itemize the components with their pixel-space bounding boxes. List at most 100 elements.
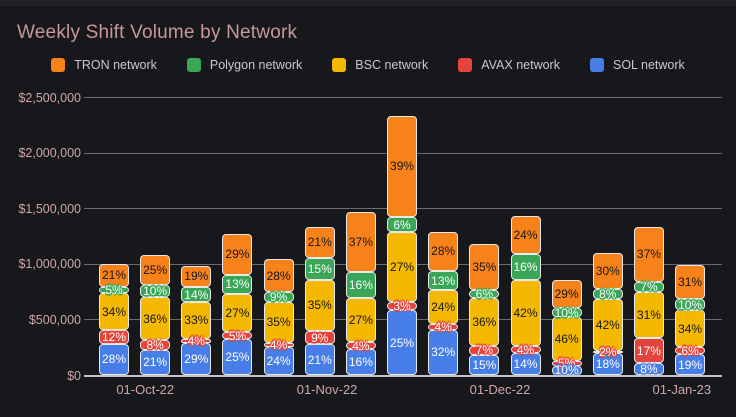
bar-segment-tron-network[interactable]: 21% xyxy=(99,263,129,288)
legend-item-sol-network[interactable]: SOL network xyxy=(589,58,685,72)
bar-segment-polygon-network[interactable]: 5% xyxy=(99,284,129,296)
bar-segment-bsc-network[interactable]: 35% xyxy=(263,302,294,343)
bar-segment-bsc-network[interactable]: 36% xyxy=(469,298,500,346)
bar-segment-tron-network[interactable]: 37% xyxy=(345,211,376,272)
bar-segment-tron-network[interactable]: 29% xyxy=(222,233,253,276)
bar-week-15: 31% 10% 34% 6% 19% xyxy=(675,264,706,375)
bar-segment-bsc-network[interactable]: 42% xyxy=(592,299,623,351)
legend-item-tron-network[interactable]: TRON network xyxy=(51,58,157,72)
bar-segment-avax-network[interactable]: 8% xyxy=(140,339,171,351)
bar-segment-sol-network[interactable]: 19% xyxy=(675,354,706,375)
bar-segment-polygon-network[interactable]: 15% xyxy=(304,257,335,280)
segment-percent-label: 15% xyxy=(307,261,332,276)
bar-segment-polygon-network[interactable]: 16% xyxy=(345,272,376,299)
bar-segment-polygon-network[interactable]: 16% xyxy=(510,254,541,280)
bar-segment-polygon-network[interactable]: 6% xyxy=(387,216,418,233)
legend-item-polygon-network[interactable]: Polygon network xyxy=(186,58,302,72)
bar-segment-sol-network[interactable]: 14% xyxy=(510,352,541,375)
segment-percent-label: 32% xyxy=(431,345,456,360)
bar-segment-bsc-network[interactable]: 27% xyxy=(387,232,418,303)
bar-segment-avax-network[interactable]: 3% xyxy=(387,300,418,312)
bar-segment-sol-network[interactable]: 24% xyxy=(263,347,294,375)
bar-segment-avax-network[interactable]: 6% xyxy=(675,345,706,357)
bar-segment-sol-network[interactable]: 8% xyxy=(633,363,664,375)
y-tick-label: $0 xyxy=(67,368,81,383)
bar-segment-tron-network[interactable]: 37% xyxy=(633,227,664,282)
bar-segment-bsc-network[interactable]: 34% xyxy=(675,310,706,348)
bar-segment-polygon-network[interactable]: 10% xyxy=(551,307,582,319)
bar-segment-tron-network[interactable]: 28% xyxy=(263,259,294,292)
bar-segment-tron-network[interactable]: 39% xyxy=(387,115,418,217)
bar-segment-avax-network[interactable]: 4% xyxy=(510,344,541,356)
bar-segment-tron-network[interactable]: 35% xyxy=(469,243,500,291)
bar-segment-bsc-network[interactable]: 36% xyxy=(140,296,171,341)
bar-segment-polygon-network[interactable]: 13% xyxy=(428,271,459,290)
segment-percent-label: 25% xyxy=(143,262,168,277)
bar-segment-polygon-network[interactable]: 14% xyxy=(181,286,212,303)
bar-segment-sol-network[interactable]: 25% xyxy=(222,339,253,375)
bar-segment-tron-network[interactable]: 29% xyxy=(551,280,582,308)
bar-segment-polygon-network[interactable]: 7% xyxy=(633,281,664,293)
segment-percent-label: 29% xyxy=(554,287,579,302)
bar-segment-sol-network[interactable]: 29% xyxy=(181,343,212,375)
bar-segment-avax-network[interactable]: 12% xyxy=(99,330,129,344)
segment-percent-label: 21% xyxy=(143,355,168,370)
bar-segment-avax-network[interactable]: 9% xyxy=(304,331,335,345)
bar-segment-tron-network[interactable]: 24% xyxy=(510,215,541,255)
segment-percent-label: 39% xyxy=(390,159,415,174)
bar-segment-bsc-network[interactable]: 27% xyxy=(222,293,253,333)
bar-segment-sol-network[interactable]: 21% xyxy=(140,349,171,375)
bar-segment-sol-network[interactable]: 28% xyxy=(99,343,129,375)
bar-segment-tron-network[interactable]: 19% xyxy=(181,266,212,287)
bar-segment-avax-network[interactable]: 7% xyxy=(469,344,500,356)
segment-percent-label: 27% xyxy=(390,260,415,275)
segment-percent-label: 10% xyxy=(143,283,168,298)
bar-segment-avax-network[interactable]: 4% xyxy=(428,321,459,333)
bar-segment-bsc-network[interactable]: 34% xyxy=(99,292,129,331)
bar-week-8: 39% 6% 27% 3% 25% xyxy=(387,115,418,375)
bar-segment-polygon-network[interactable]: 9% xyxy=(263,291,294,303)
bar-segment-sol-network[interactable]: 10% xyxy=(551,364,582,376)
bar-week-6: 21% 15% 35% 9% 21% xyxy=(304,227,335,375)
segment-percent-label: 21% xyxy=(307,235,332,250)
bar-segment-sol-network[interactable]: 15% xyxy=(469,355,500,375)
bar-segment-avax-network[interactable]: 5% xyxy=(222,330,253,342)
bar-segment-bsc-network[interactable]: 24% xyxy=(428,289,459,324)
bar-segment-polygon-network[interactable]: 8% xyxy=(592,288,623,300)
bar-segment-bsc-network[interactable]: 33% xyxy=(181,302,212,339)
y-tick-label: $500,000 xyxy=(28,312,81,327)
bar-segment-tron-network[interactable]: 28% xyxy=(428,231,459,272)
bar-segment-tron-network[interactable]: 21% xyxy=(304,227,335,258)
bar-segment-bsc-network[interactable]: 27% xyxy=(345,298,376,343)
bar-segment-polygon-network[interactable]: 13% xyxy=(222,275,253,294)
bar-segment-sol-network[interactable]: 25% xyxy=(387,310,418,375)
bar-segment-bsc-network[interactable]: 31% xyxy=(633,292,664,338)
bar-segment-avax-network[interactable]: 4% xyxy=(345,340,376,352)
bar-segment-sol-network[interactable]: 16% xyxy=(345,348,376,375)
bar-week-14: 37% 7% 31% 17% 8% xyxy=(633,227,664,375)
segment-percent-label: 18% xyxy=(595,356,620,371)
legend-item-avax-network[interactable]: AVAX network xyxy=(458,58,560,72)
bar-segment-sol-network[interactable]: 21% xyxy=(304,344,335,375)
legend-item-bsc-network[interactable]: BSC network xyxy=(332,58,428,72)
bar-segment-sol-network[interactable]: 18% xyxy=(592,352,623,375)
bar-segment-avax-network[interactable]: 5% xyxy=(551,357,582,369)
segment-percent-label: 24% xyxy=(513,228,538,243)
bar-segment-tron-network[interactable]: 31% xyxy=(675,264,706,300)
bar-segment-tron-network[interactable]: 25% xyxy=(140,254,171,285)
bar-segment-bsc-network[interactable]: 35% xyxy=(304,279,335,332)
bar-segment-tron-network[interactable]: 30% xyxy=(592,252,623,290)
legend-swatch-tron-network xyxy=(51,58,66,72)
bar-segment-bsc-network[interactable]: 46% xyxy=(551,317,582,361)
legend-swatch-sol-network xyxy=(589,58,604,72)
bar-segment-polygon-network[interactable]: 10% xyxy=(140,283,171,298)
bar-segment-sol-network[interactable]: 32% xyxy=(428,329,459,375)
segment-percent-label: 19% xyxy=(184,269,209,284)
bar-segment-polygon-network[interactable]: 10% xyxy=(675,299,706,311)
y-tick-label: $2,000,000 xyxy=(18,146,81,161)
y-tick-label: $2,500,000 xyxy=(18,90,81,105)
bar-segment-polygon-network[interactable]: 6% xyxy=(469,288,500,300)
bar-segment-avax-network[interactable]: 17% xyxy=(633,338,664,364)
bar-segment-bsc-network[interactable]: 42% xyxy=(510,279,541,347)
